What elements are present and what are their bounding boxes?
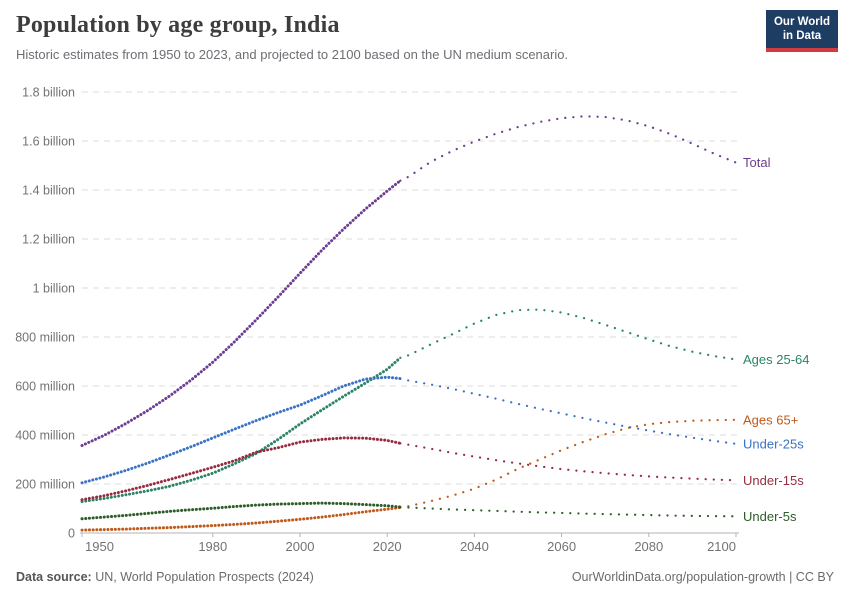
series-line-historic-under-25s xyxy=(80,375,402,485)
x-tick-label: 2100 xyxy=(707,539,736,554)
chart-footer: Data source: UN, World Population Prospe… xyxy=(16,570,834,584)
owid-logo-line2: in Data xyxy=(782,30,822,42)
y-tick-label: 800 million xyxy=(15,331,75,345)
series-label-ages-65-[interactable]: Ages 65+ xyxy=(743,412,798,427)
series-label-under-15s[interactable]: Under-15s xyxy=(743,473,804,488)
y-tick-label: 1.8 billion xyxy=(22,86,75,100)
data-source-label: Data source: xyxy=(16,570,92,584)
series-line-historic-ages-25-64 xyxy=(80,356,402,504)
chart-header: Population by age group, India Historic … xyxy=(16,12,746,62)
y-tick-label: 0 xyxy=(68,527,75,541)
x-tick-label: 2080 xyxy=(634,539,663,554)
x-tick-label: 2020 xyxy=(373,539,402,554)
series-label-ages-25-64[interactable]: Ages 25-64 xyxy=(743,352,810,367)
y-tick-label: 400 million xyxy=(15,429,75,443)
x-tick-label: 2000 xyxy=(286,539,315,554)
x-tick-label: 1950 xyxy=(85,539,114,554)
owid-logo[interactable]: Our World in Data xyxy=(766,10,838,52)
series-line-historic-under-5s xyxy=(80,501,402,521)
series-line-projection-ages-65- xyxy=(399,418,738,509)
series-line-projection-under-25s xyxy=(399,377,738,445)
y-tick-label: 200 million xyxy=(15,478,75,492)
series-line-historic-under-15s xyxy=(80,436,402,502)
series-label-under-5s[interactable]: Under-5s xyxy=(743,509,797,524)
y-tick-label: 1 billion xyxy=(33,282,75,296)
data-source-text: UN, World Population Prospects (2024) xyxy=(91,570,314,584)
series-label-under-25s[interactable]: Under-25s xyxy=(743,436,804,451)
x-tick-label: 2060 xyxy=(547,539,576,554)
series-line-historic-ages-65- xyxy=(80,506,402,532)
series-line-projection-ages-25-64 xyxy=(399,308,738,361)
y-tick-label: 600 million xyxy=(15,380,75,394)
chart-subtitle: Historic estimates from 1950 to 2023, an… xyxy=(16,47,569,62)
page-title: Population by age group, India xyxy=(16,12,340,38)
chart-canvas[interactable]: 1.8 billion 1.6 billion 1.4 billion 1.2 bil… xyxy=(0,0,850,562)
series-line-historic-total xyxy=(80,179,402,447)
y-tick-label: 1.2 billion xyxy=(22,233,75,247)
series-line-projection-total xyxy=(399,115,738,182)
owid-logo-line1: Our World xyxy=(773,15,830,28)
y-tick-label: 1.6 billion xyxy=(22,135,75,149)
series-label-total[interactable]: Total xyxy=(743,155,771,170)
y-tick-label: 1.4 billion xyxy=(22,184,75,198)
x-tick-label: 1980 xyxy=(198,539,227,554)
x-tick-label: 2040 xyxy=(460,539,489,554)
series-line-projection-under-5s xyxy=(399,505,738,518)
owid-link[interactable]: OurWorldinData.org/population-growth | C… xyxy=(571,570,834,584)
data-source-note: Data source: UN, World Population Prospe… xyxy=(16,570,314,584)
